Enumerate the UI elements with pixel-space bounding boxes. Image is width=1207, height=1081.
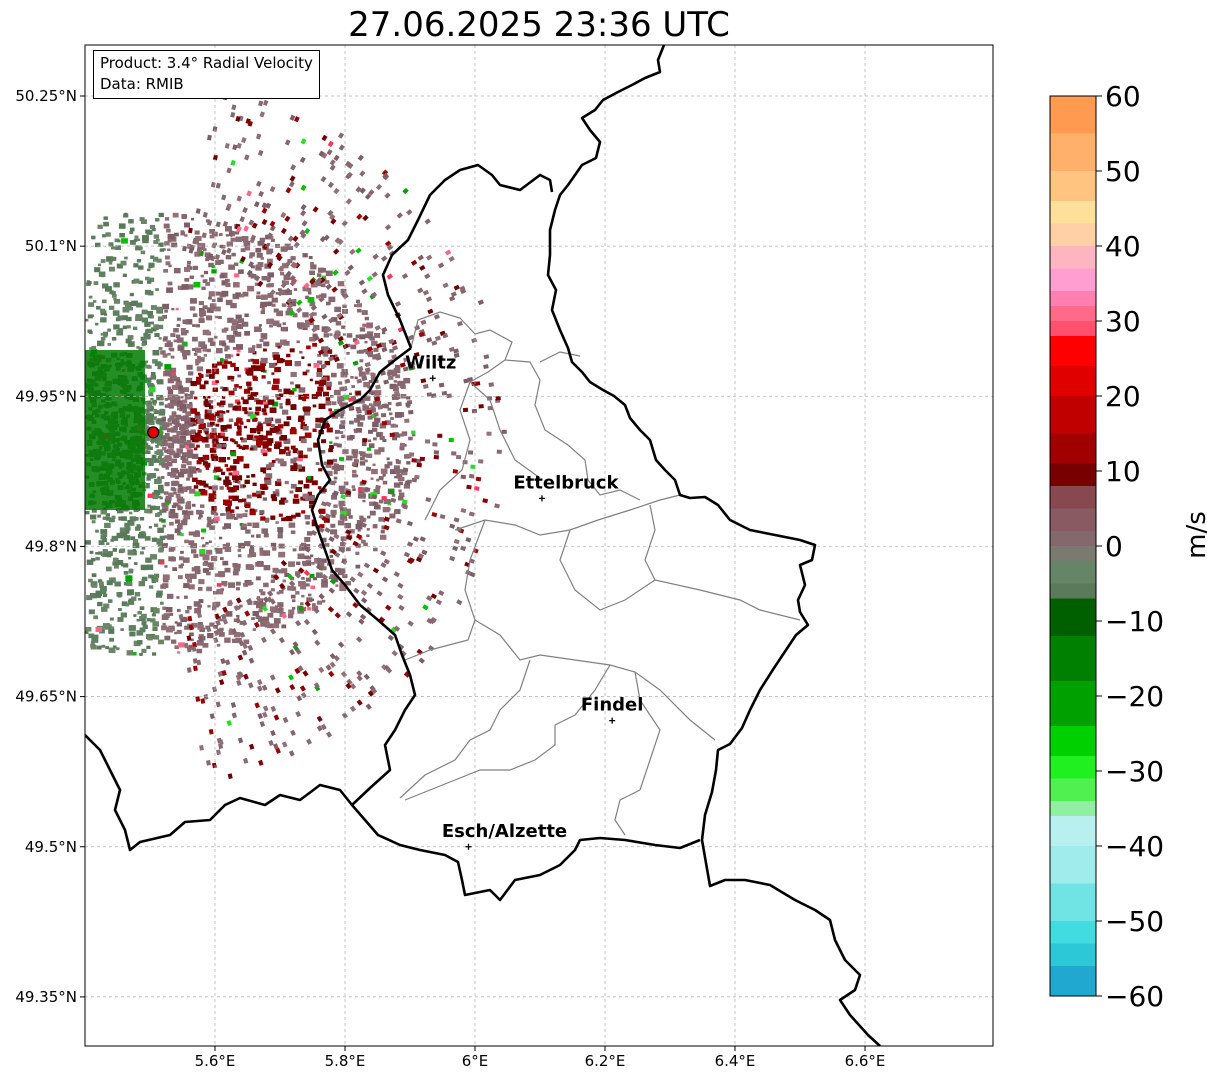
city-marker (465, 843, 472, 850)
city-label: Wiltz (405, 352, 456, 373)
lon-tick-label: 6.2°E (585, 1052, 626, 1070)
lat-tick-label: 49.35°N (15, 988, 77, 1006)
map-title: 27.06.2025 23:36 UTC (348, 5, 730, 45)
lon-tick-label: 5.6°E (195, 1052, 236, 1070)
lon-tick-label: 6°E (462, 1052, 489, 1070)
lat-tick-label: 49.8°N (25, 537, 77, 555)
canton-borders (399, 311, 801, 836)
colorbar-tick-label: 40 (1105, 230, 1141, 263)
colorbar: 60 50 40 30 20 10 0 −10 −20 −30 −40 −50 −60 (1049, 80, 1164, 1013)
gridlines (85, 45, 993, 1046)
product-info-box: Product: 3.4° Radial Velocity Data: RMIB (93, 50, 320, 99)
data-source-label: Data: RMIB (100, 75, 184, 93)
lon-tick-label: 6.4°E (715, 1052, 756, 1070)
colorbar-tick-label: 30 (1105, 305, 1141, 338)
radar-site-marker (147, 426, 160, 439)
colorbar-tick-label: −20 (1105, 680, 1164, 713)
colorbar-label: m/s (1182, 511, 1207, 559)
colorbar-tick-label: 0 (1105, 530, 1123, 563)
colorbar-tick-label: −50 (1105, 905, 1164, 938)
colorbar-tick-label: −30 (1105, 755, 1164, 788)
radar-site-dot (147, 426, 160, 439)
city-label: Esch/Alzette (442, 821, 567, 842)
city-label: Ettelbruck (513, 472, 619, 493)
colorbar-tick-label: −10 (1105, 605, 1164, 638)
cities-layer: Wiltz Ettelbruck Findel Esch/Alzette (405, 352, 644, 850)
city-marker (429, 375, 436, 382)
lon-tick-label: 5.8°E (325, 1052, 366, 1070)
lat-tick-label: 50.1°N (25, 237, 77, 255)
product-label: Product: 3.4° Radial Velocity (100, 54, 313, 72)
lat-tick-label: 50.25°N (15, 87, 77, 105)
lat-tick-label: 49.95°N (15, 387, 77, 405)
lon-tick-label: 6.6°E (845, 1052, 886, 1070)
colorbar-tick-label: 20 (1105, 380, 1141, 413)
radar-echoes (85, 87, 507, 780)
colorbar-tick-label: −60 (1105, 980, 1164, 1013)
map-frame (84, 44, 994, 1047)
colorbar-tick-label: 60 (1105, 80, 1141, 113)
colorbar-tick-label: 10 (1105, 455, 1141, 488)
city-marker (609, 717, 616, 724)
colorbar-tick-label: 50 (1105, 155, 1141, 188)
lat-tick-label: 49.5°N (25, 838, 77, 856)
country-borders (85, 45, 881, 1046)
lat-tick-label: 49.65°N (15, 688, 77, 706)
city-marker (538, 495, 545, 502)
colorbar-tick-label: −40 (1105, 830, 1164, 863)
axis-ticks: 5.6°E 5.8°E 6°E 6.2°E 6.4°E 6.6°E 50.25°N 50.1°… (15, 87, 885, 1070)
city-label: Findel (581, 695, 644, 716)
